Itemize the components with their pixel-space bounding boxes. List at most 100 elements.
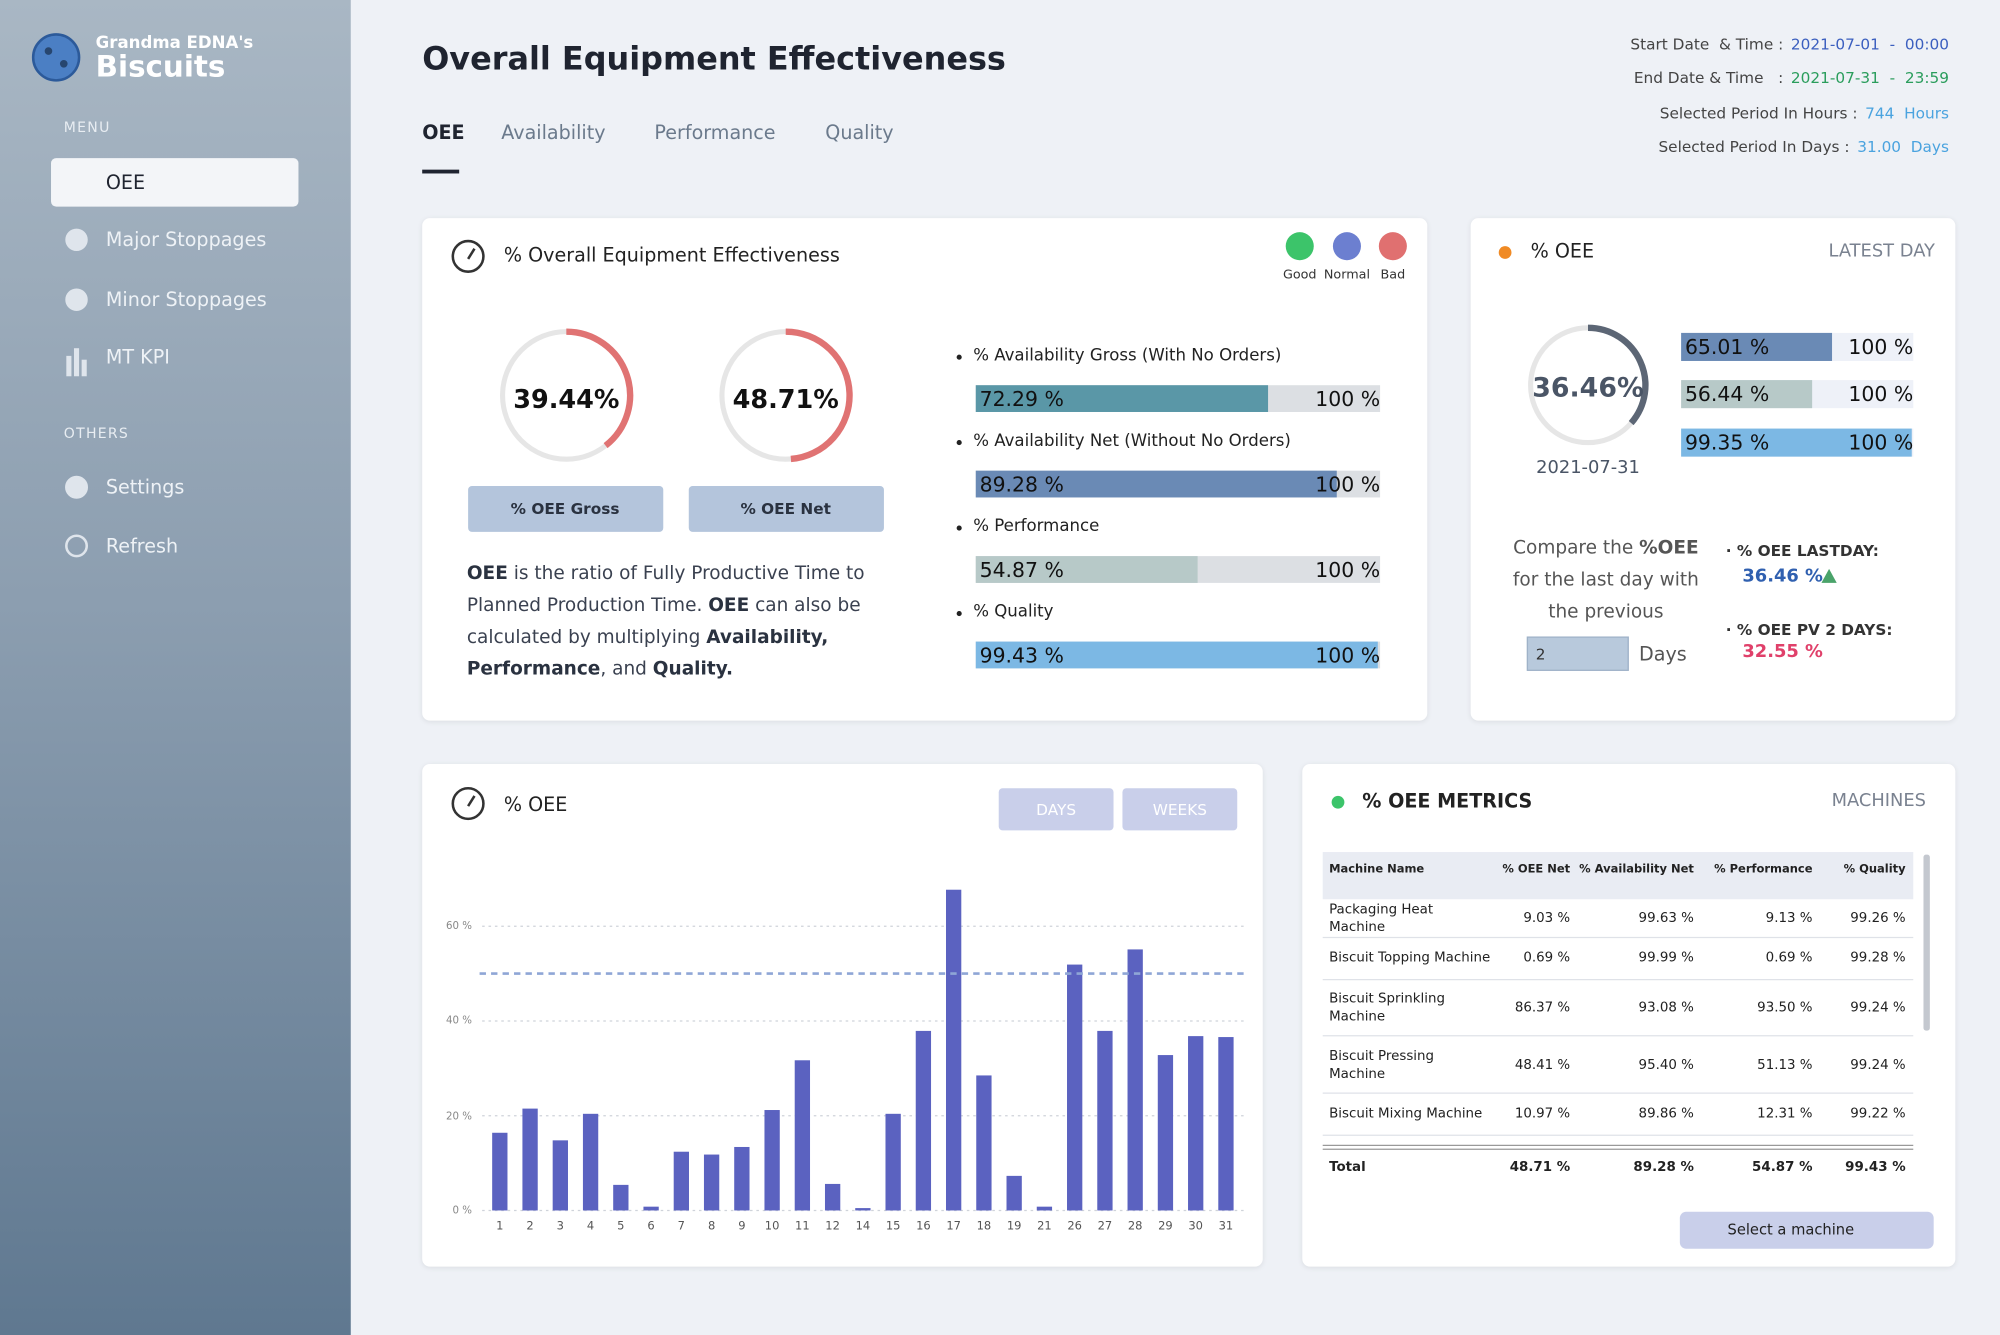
compare-part: Compare the: [1513, 538, 1639, 558]
menu-item[interactable]: MT KPI: [106, 346, 170, 369]
tab[interactable]: Quality: [825, 121, 893, 144]
description-part: OEE: [708, 596, 749, 616]
bar-label: % Availability Gross (With No Orders): [973, 346, 1281, 365]
bar-max: 100 %: [1315, 558, 1380, 582]
card-title: % OEE METRICS: [1362, 790, 1532, 813]
bar: [946, 890, 961, 1211]
lastday-label: · % OEE LASTDAY:: [1726, 542, 1879, 560]
x-tick-label: 11: [795, 1221, 810, 1234]
period-line: Selected Period In Days :31.00 Days: [1658, 138, 1949, 156]
menu-icon: [66, 290, 86, 310]
x-tick-label: 12: [825, 1221, 840, 1234]
x-tick-label: 8: [708, 1221, 715, 1234]
select-button[interactable]: Select a machine: [1728, 1221, 1855, 1239]
tab[interactable]: OEE: [422, 121, 464, 144]
bar: [1128, 949, 1143, 1210]
bullet: [957, 440, 962, 445]
status-dot: [1286, 232, 1314, 260]
tab[interactable]: Performance: [654, 121, 775, 144]
tab[interactable]: Availability: [501, 121, 605, 144]
x-tick-label: 17: [946, 1221, 961, 1234]
bar: [1158, 1055, 1173, 1210]
x-tick-label: 7: [678, 1221, 685, 1234]
bar-value: 72.29 %: [980, 387, 1064, 411]
status-dot: [1379, 232, 1407, 260]
bar-label: % Availability Net (Without No Orders): [973, 432, 1291, 451]
pv-value: 32.55 %: [1742, 642, 1823, 662]
menu-item[interactable]: Settings: [106, 476, 184, 499]
table-cell: 99.24 %: [1850, 999, 1905, 1017]
table-cell: 93.08 %: [1639, 999, 1694, 1017]
description-part: Quality.: [653, 659, 733, 679]
column-header: % Quality: [1844, 864, 1906, 877]
table-cell: 93.50 %: [1757, 999, 1812, 1017]
table-cell: 99.26 %: [1850, 909, 1905, 927]
bullet: [957, 526, 962, 531]
bar: [1007, 1176, 1022, 1211]
compare-text: Compare the %OEE for the last day with t…: [1505, 533, 1707, 629]
bar: [855, 1208, 870, 1210]
table-cell: 89.86 %: [1639, 1105, 1694, 1123]
gauge-caption: % OEE Gross: [511, 500, 620, 518]
table-cell: 99.22 %: [1850, 1105, 1905, 1123]
bar-label: % Performance: [973, 517, 1099, 536]
total-cell: Total: [1329, 1159, 1366, 1174]
period-line: End Date & Time :2021-07-31 - 23:59: [1634, 69, 1949, 87]
menu-icon: [74, 348, 79, 376]
period-label: End Date & Time :: [1634, 69, 1783, 87]
gauge-value: 39.44%: [513, 384, 619, 415]
table-cell: 86.37 %: [1515, 999, 1570, 1017]
y-tick-label: 0 %: [453, 1205, 472, 1216]
menu-icon: [66, 356, 71, 376]
bar: [795, 1060, 810, 1210]
bar-value: 99.35 %: [1685, 430, 1769, 454]
period-value: 744 Hours: [1865, 105, 1949, 123]
status-dot: [1499, 246, 1512, 259]
x-tick-label: 21: [1037, 1221, 1052, 1234]
x-tick-label: 1: [496, 1221, 503, 1234]
bar: [1067, 965, 1082, 1211]
table-cell: 99.24 %: [1850, 1056, 1905, 1074]
chart-button: DAYS: [1036, 801, 1076, 819]
x-tick-label: 18: [977, 1221, 992, 1234]
description-part: Performance: [467, 659, 601, 679]
table-cell: 0.69 %: [1766, 949, 1813, 967]
bar-value: 54.87 %: [980, 558, 1064, 582]
status-label: Bad: [1381, 268, 1406, 282]
menu-label: MENU: [64, 119, 111, 136]
period-value: 31.00 Days: [1857, 138, 1949, 156]
x-tick-label: 16: [916, 1221, 931, 1234]
x-tick-label: 10: [765, 1221, 780, 1234]
bar: [704, 1155, 719, 1211]
table-cell: 99.28 %: [1850, 949, 1905, 967]
column-header: % Availability Net: [1579, 864, 1694, 877]
x-tick-label: 14: [856, 1221, 871, 1234]
logo-dot: [60, 60, 68, 68]
lastday-value: 36.46 %: [1742, 566, 1823, 586]
x-tick-label: 29: [1158, 1221, 1173, 1234]
menu-item[interactable]: Refresh: [106, 534, 178, 557]
bar: [885, 1114, 900, 1211]
column-header: % OEE Net: [1502, 864, 1570, 877]
menu-item[interactable]: Minor Stoppages: [106, 288, 267, 311]
menu-item[interactable]: OEE: [106, 171, 145, 194]
description-part: OEE: [467, 564, 508, 584]
x-tick-label: 15: [886, 1221, 901, 1234]
bar-value: 99.43 %: [980, 643, 1064, 667]
menu-icon: [66, 230, 86, 250]
bar-max: 100 %: [1848, 335, 1913, 359]
table-cell: 9.03 %: [1523, 909, 1570, 927]
bullet: [957, 355, 962, 360]
table-cell: 12.31 %: [1757, 1105, 1812, 1123]
status-dot: [1333, 232, 1361, 260]
bullet: [957, 611, 962, 616]
description: OEE is the ratio of Fully Productive Tim…: [467, 559, 888, 687]
page-title: Overall Equipment Effectiveness: [422, 40, 1006, 77]
menu-item[interactable]: Major Stoppages: [106, 228, 266, 251]
period-line: Selected Period In Hours :744 Hours: [1660, 105, 1949, 123]
gauge-caption: % OEE Net: [740, 500, 830, 518]
x-tick-label: 26: [1067, 1221, 1082, 1234]
bar: [522, 1109, 537, 1211]
compare-part: %OEE: [1639, 538, 1699, 558]
